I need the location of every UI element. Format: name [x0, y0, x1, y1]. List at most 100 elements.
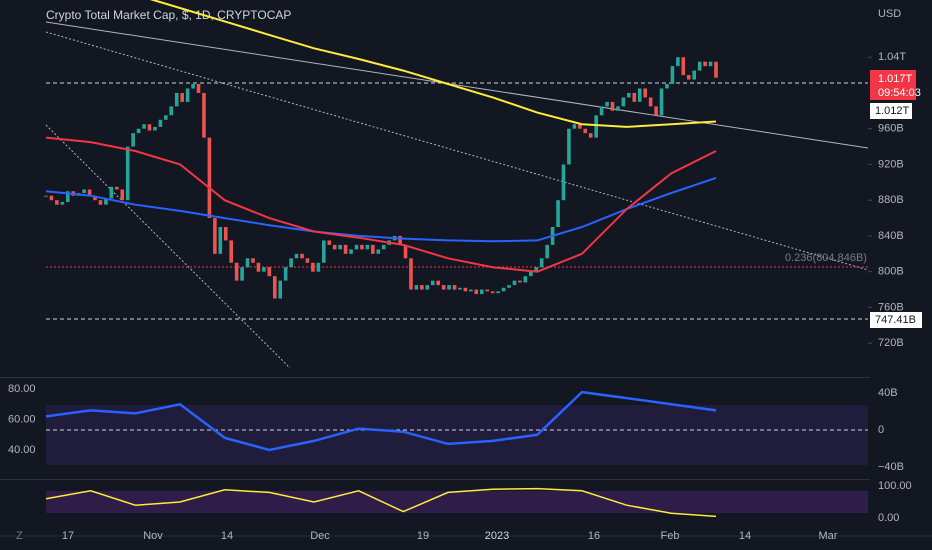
candle	[610, 101, 615, 111]
candle	[523, 276, 528, 283]
rsi-right-tick: 40B	[878, 387, 898, 399]
candle	[158, 119, 163, 127]
candle	[125, 146, 130, 201]
candle	[360, 244, 364, 250]
y-tick-label: 960B	[878, 123, 904, 135]
candle	[153, 126, 157, 131]
candle	[436, 280, 440, 286]
candle	[708, 61, 713, 67]
candle	[240, 267, 244, 281]
candle	[245, 258, 250, 268]
candle	[349, 249, 353, 254]
candle	[354, 244, 359, 250]
candle	[207, 137, 212, 219]
countdown: 09:54:03	[878, 87, 921, 99]
candle	[294, 253, 299, 259]
candle	[627, 92, 631, 98]
candle	[583, 128, 588, 134]
x-tick-label: Mar	[819, 530, 838, 542]
fib-label: 0.236(804.846B)	[785, 252, 867, 264]
y-tick-label: 880B	[878, 194, 904, 206]
candle	[338, 244, 342, 250]
y-tick-label: 920B	[878, 158, 904, 170]
x-tick-label: 14	[739, 530, 751, 542]
icon-z[interactable]: Z	[16, 530, 23, 542]
candle	[60, 201, 65, 205]
candle	[49, 195, 54, 201]
candle	[202, 92, 206, 138]
candle	[131, 133, 135, 147]
candle	[403, 244, 408, 259]
candle	[55, 200, 59, 205]
candle	[659, 88, 664, 116]
candle	[469, 289, 473, 292]
candle	[98, 200, 103, 205]
rsi-line	[45, 390, 717, 452]
x-tick-label: 2023	[485, 530, 509, 542]
candle	[686, 75, 691, 80]
currency: USD	[878, 8, 901, 20]
candle	[305, 258, 310, 263]
candle	[665, 84, 669, 89]
candle	[371, 244, 375, 254]
stoch-band	[46, 491, 868, 513]
candle	[115, 186, 119, 190]
candle	[605, 101, 609, 107]
y-tick-label: 1.04T	[878, 51, 906, 63]
candle	[425, 285, 430, 290]
candle	[376, 249, 381, 254]
candle	[82, 189, 86, 194]
pane-divider	[0, 377, 870, 378]
candle	[169, 106, 174, 116]
candle	[191, 84, 195, 89]
candle	[218, 227, 223, 254]
candle	[697, 61, 702, 71]
candle	[539, 258, 544, 268]
x-tick-label: 14	[221, 530, 233, 542]
candle	[430, 280, 435, 286]
y-tick-label: 840B	[878, 230, 904, 242]
candle	[681, 57, 686, 76]
candle	[343, 244, 348, 254]
candle	[414, 285, 419, 290]
candle	[474, 289, 479, 295]
candle	[120, 189, 125, 201]
candle	[594, 115, 598, 138]
candle	[180, 92, 184, 102]
x-tick-label: Dec	[310, 530, 330, 542]
candle	[251, 258, 255, 263]
candle	[109, 186, 114, 199]
y-tick-label: 760B	[878, 301, 904, 313]
candle	[332, 244, 337, 250]
last-price-tag	[870, 70, 916, 100]
candle	[692, 70, 697, 80]
candle	[703, 61, 707, 67]
candle	[322, 240, 326, 263]
y-tick-label: 800B	[878, 266, 904, 278]
rsi-right-tick: −40B	[878, 461, 904, 473]
candle	[561, 164, 566, 201]
candle	[676, 57, 680, 67]
candle	[490, 291, 495, 294]
candle	[196, 84, 201, 93]
candle	[452, 285, 457, 290]
candle	[300, 253, 304, 259]
candle	[278, 280, 283, 299]
x-tick-label: 16	[588, 530, 600, 542]
candle	[556, 200, 560, 228]
candle	[714, 61, 718, 78]
candle	[572, 124, 577, 129]
stoch-tick-label: 100.00	[878, 480, 912, 492]
ma-line	[149, 0, 717, 128]
rsi-right-tick: 0	[878, 424, 884, 436]
candle	[164, 115, 168, 120]
candle	[311, 262, 315, 272]
candle	[267, 267, 272, 277]
pane-divider	[0, 479, 870, 480]
candle	[365, 244, 370, 250]
candle	[229, 240, 234, 263]
candle	[496, 291, 500, 294]
candle	[518, 280, 522, 283]
ma-line	[45, 176, 717, 243]
candle	[289, 258, 293, 268]
